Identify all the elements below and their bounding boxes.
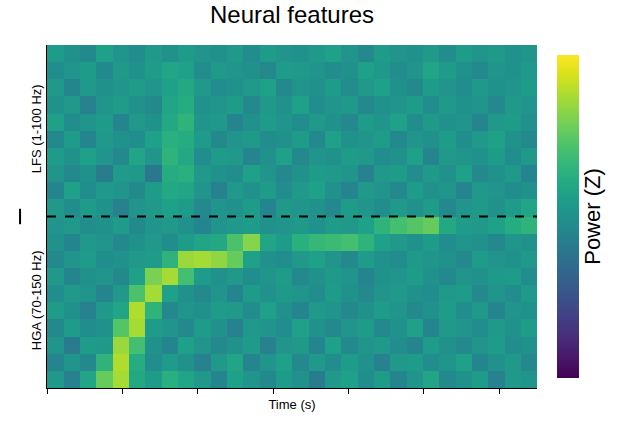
svg-text:Neural features: Neural features (210, 1, 374, 28)
svg-text:Power (Z): Power (Z) (580, 168, 605, 265)
svg-text:Time (s): Time (s) (268, 397, 315, 412)
svg-text:LFS (1-100 Hz): LFS (1-100 Hz) (29, 84, 44, 173)
svg-text:HGA (70-150 Hz): HGA (70-150 Hz) (29, 250, 44, 350)
